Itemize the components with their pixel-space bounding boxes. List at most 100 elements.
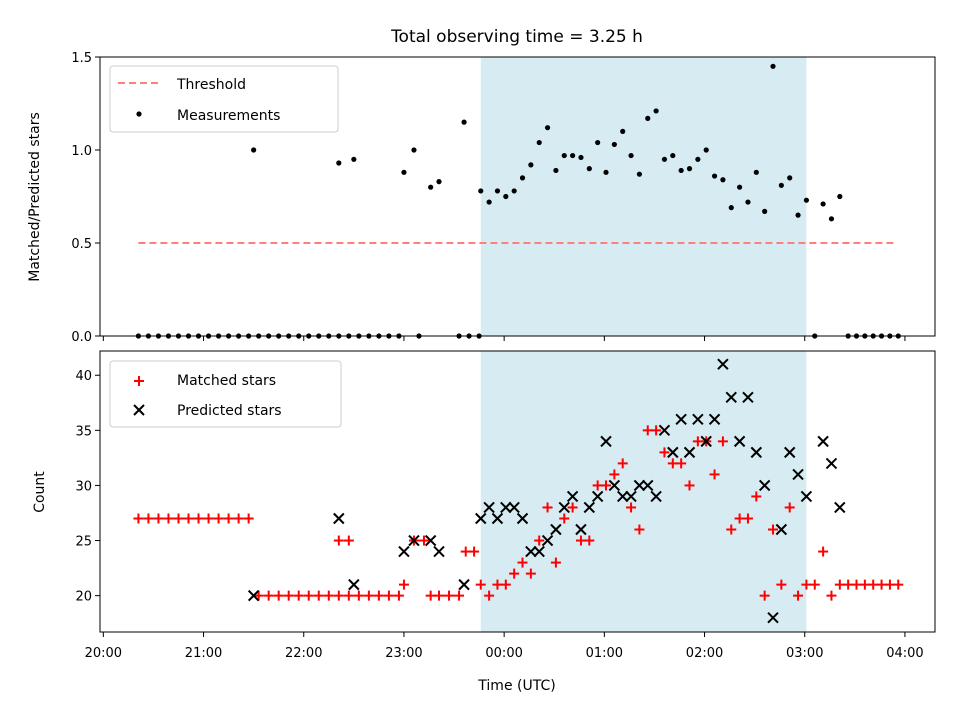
matched-star-point [626,502,637,513]
matched-star-point [517,557,528,568]
matched-star-point [418,535,429,546]
x-tick-label: 02:00 [686,646,723,661]
y-tick-label: 30 [75,479,92,494]
predicted-star-point [717,358,729,370]
predicted-star-point [333,512,345,525]
predicted-star-point [617,490,629,503]
y-tick-label: 0.0 [71,330,92,345]
matched-star-point [818,546,829,557]
measurement-point [486,199,492,205]
measurement-point [511,188,517,194]
predicted-star-point [348,578,360,591]
measurement-point [711,173,718,179]
measurement-point [653,108,659,114]
measurement-point [695,156,701,162]
top-legend-box [109,65,339,133]
bottom-legend: Matched stars Predicted stars [109,360,342,428]
measurement-point [720,177,726,183]
x-tick-label: 23:00 [385,646,422,661]
matched-star-point [454,590,465,601]
matched-star-point [617,458,628,469]
predicted-star-point [591,490,604,503]
top-legend: Threshold Measurements [109,65,339,133]
predicted-star-point [667,446,679,459]
measurement-point [536,139,542,146]
measurement-point [461,119,467,125]
matched-star-point [173,513,184,524]
predicted-star-point [683,446,696,459]
matched-star-point [809,579,820,590]
matched-star-point [323,590,334,601]
predicted-star-point [784,446,796,459]
x-tick-label: 21:00 [185,646,222,661]
predicted-star-point [608,479,621,492]
predicted-star-point [625,490,637,503]
measurement-point [778,182,784,188]
y-tick-label: 1.5 [71,51,92,66]
matched-star-point [734,513,745,524]
predicted-star-point [750,446,763,459]
measurement-point [828,216,835,222]
matched-star-point [373,590,384,601]
matched-star-point [444,590,455,601]
matched-star-point [726,524,737,535]
top-panel: 0.0 0.5 1.0 1.5 Matched/Predicted stars Thr… [27,51,936,345]
matched-star-point [203,513,214,524]
predicted-star-point [508,501,520,514]
bottom-legend-box [109,360,342,428]
chart-title: Total observing time = 3.25 h [390,27,643,47]
measurement-point [336,160,342,166]
predicted-star-point [650,490,662,503]
predicted-star-point [817,435,829,448]
measurement-point [586,166,592,172]
predicted-star-point [583,501,596,514]
matched-star-point [550,557,561,568]
measurement-point [544,125,551,131]
y-tick-label: 40 [75,369,92,384]
matched-star-point [253,590,264,601]
top-observing-window [480,57,807,336]
matched-star-point [283,590,294,601]
predicted-star-point [500,501,512,514]
measurement-point [553,167,559,174]
matched-star-point [223,513,234,524]
matched-star-point [363,590,374,601]
measurement-point [770,63,776,69]
predicted-star-point [700,435,712,448]
predicted-star-point [541,534,554,547]
matched-star-point [509,568,520,579]
measurement-point [494,188,501,194]
matched-star-point [834,579,845,590]
predicted-star-point [800,490,813,503]
measurement-point [578,154,584,161]
matched-star-point [659,447,670,458]
matched-star-point [469,546,480,557]
x-axis-label: Time (UTC) [477,678,555,694]
predicted-star-point [533,545,545,558]
predicted-star-point [516,512,529,525]
legend-measurements-label: Measurements [177,108,280,124]
matched-star-point [651,425,662,436]
predicted-star-point [692,413,704,426]
measurement-point [436,179,442,185]
matched-star-point [776,579,787,590]
predicted-star-point [834,501,846,514]
matched-star-point [383,590,394,601]
measurement-point [837,193,843,200]
matched-star-point [303,590,314,601]
predicted-star-point [708,413,721,426]
measurement-point [737,184,743,190]
measurement-point [661,156,668,162]
measurement-point [503,193,509,200]
matched-star-point [575,535,586,546]
matched-star-point [801,579,812,590]
measurement-point [703,147,709,153]
legend-matched-swatch [134,376,144,386]
y-tick-label: 0.5 [71,237,92,252]
measurement-point [820,201,826,207]
measurement-point [351,156,357,162]
matched-star-point [642,425,653,436]
matched-star-point [273,590,284,601]
matched-star-point [398,579,409,590]
